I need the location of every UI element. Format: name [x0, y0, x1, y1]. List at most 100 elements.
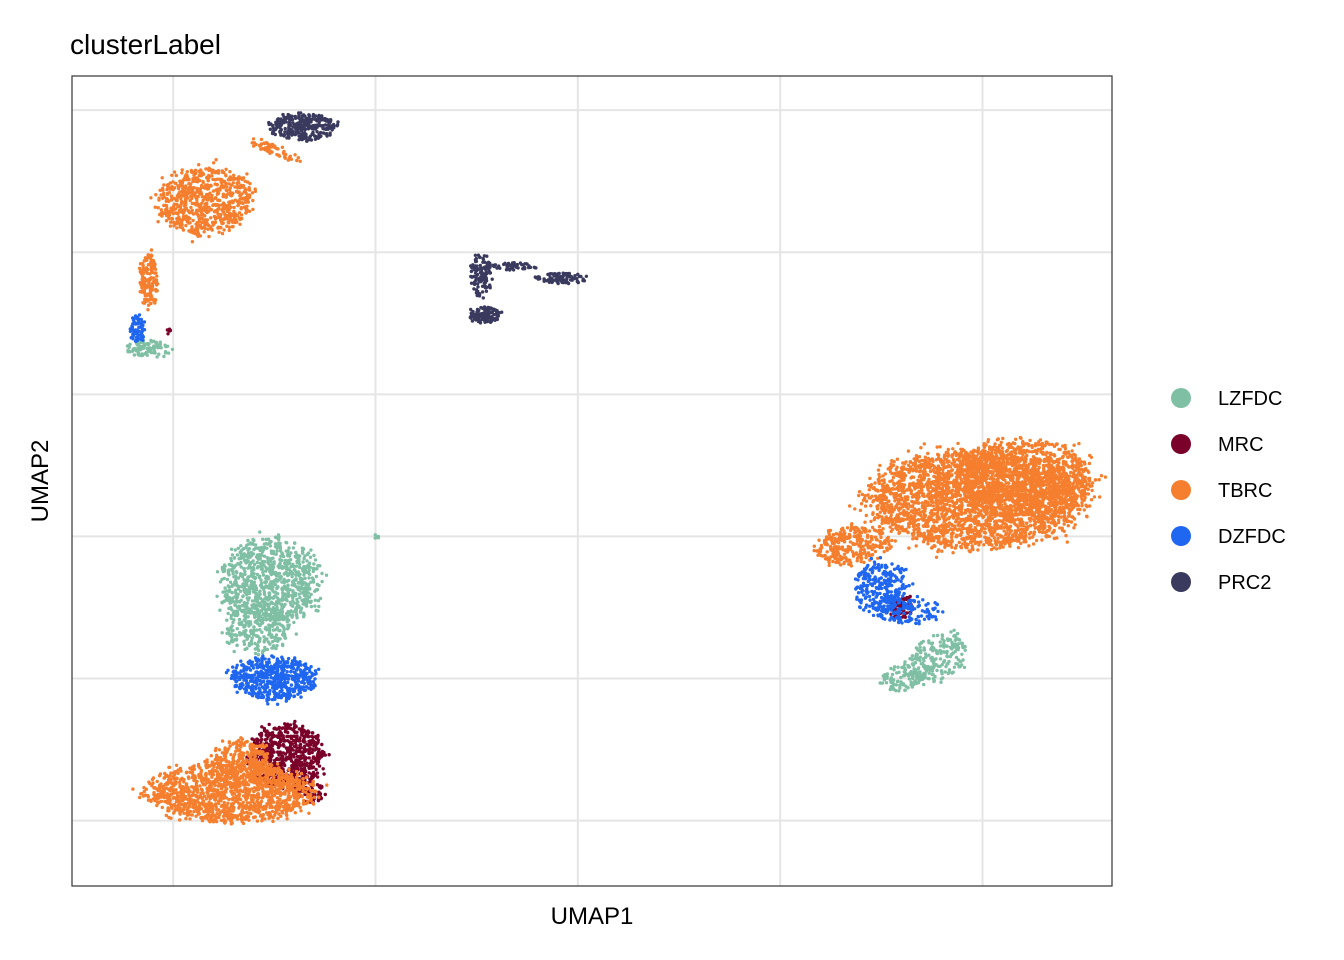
- point-lzfdc: [276, 544, 281, 548]
- point-tbrc: [268, 762, 272, 767]
- point-mrc: [273, 758, 277, 763]
- point-tbrc: [226, 747, 231, 751]
- point-tbrc: [195, 794, 200, 798]
- point-tbrc: [234, 218, 238, 222]
- point-tbrc: [182, 778, 186, 782]
- point-lzfdc: [274, 573, 279, 577]
- point-tbrc: [140, 286, 144, 290]
- point-lzfdc: [144, 350, 149, 354]
- point-lzfdc: [252, 625, 256, 629]
- point-tbrc: [211, 189, 216, 193]
- point-lzfdc: [940, 650, 945, 654]
- point-tbrc: [181, 209, 185, 214]
- point-mrc: [316, 760, 321, 764]
- point-lzfdc: [226, 569, 230, 574]
- gridlines: [72, 76, 1112, 886]
- point-lzfdc: [898, 686, 902, 690]
- point-tbrc: [244, 775, 248, 779]
- point-lzfdc: [226, 611, 230, 616]
- point-lzfdc: [225, 577, 230, 582]
- point-tbrc: [252, 763, 256, 767]
- point-tbrc: [188, 800, 193, 804]
- point-lzfdc: [231, 611, 236, 615]
- point-tbrc: [184, 816, 188, 821]
- point-lzfdc: [281, 614, 286, 619]
- point-tbrc: [238, 217, 242, 222]
- point-lzfdc: [253, 606, 257, 610]
- point-mrc: [308, 746, 312, 751]
- point-mrc: [260, 737, 264, 742]
- point-tbrc: [190, 208, 194, 212]
- point-tbrc: [196, 214, 201, 219]
- point-tbrc: [199, 213, 204, 217]
- point-lzfdc: [246, 620, 251, 624]
- point-lzfdc: [139, 344, 144, 349]
- point-tbrc: [169, 778, 173, 782]
- point-tbrc: [229, 752, 233, 757]
- point-lzfdc: [280, 605, 284, 609]
- point-lzfdc: [223, 567, 227, 572]
- point-lzfdc: [301, 569, 306, 573]
- point-lzfdc: [882, 678, 887, 682]
- point-lzfdc: [284, 615, 288, 619]
- point-mrc: [303, 755, 307, 759]
- point-tbrc: [264, 743, 269, 748]
- point-tbrc: [191, 192, 195, 196]
- point-lzfdc: [239, 551, 243, 556]
- point-tbrc: [295, 800, 299, 804]
- point-mrc: [327, 753, 331, 757]
- point-lzfdc: [283, 602, 287, 607]
- point-lzfdc: [931, 646, 936, 650]
- point-lzfdc: [952, 634, 956, 638]
- point-tbrc: [161, 188, 165, 192]
- point-lzfdc: [162, 354, 166, 359]
- point-lzfdc: [922, 682, 926, 687]
- point-tbrc: [213, 802, 218, 807]
- point-lzfdc: [294, 564, 298, 568]
- point-tbrc: [210, 760, 214, 764]
- point-lzfdc: [295, 613, 299, 618]
- point-mrc: [302, 737, 306, 741]
- point-tbrc: [187, 805, 191, 809]
- point-lzfdc: [907, 672, 911, 676]
- point-mrc: [287, 746, 291, 750]
- point-lzfdc: [930, 665, 934, 669]
- point-lzfdc: [272, 560, 276, 564]
- point-lzfdc: [127, 345, 131, 349]
- point-lzfdc: [231, 620, 235, 625]
- point-lzfdc: [297, 592, 301, 596]
- point-tbrc: [234, 746, 239, 750]
- point-lzfdc: [916, 667, 920, 671]
- point-lzfdc: [243, 614, 248, 618]
- point-lzfdc: [962, 665, 967, 670]
- point-tbrc: [241, 753, 245, 758]
- point-tbrc: [295, 158, 299, 163]
- point-tbrc: [191, 177, 195, 181]
- point-tbrc: [277, 780, 281, 784]
- point-lzfdc: [892, 668, 896, 672]
- point-tbrc: [138, 795, 142, 800]
- point-lzfdc: [263, 580, 267, 585]
- point-lzfdc: [132, 353, 137, 357]
- point-tbrc: [250, 191, 255, 195]
- point-lzfdc: [252, 562, 257, 567]
- point-tbrc: [165, 191, 170, 196]
- point-tbrc: [155, 779, 159, 784]
- point-tbrc: [214, 158, 218, 162]
- point-lzfdc: [295, 597, 299, 602]
- point-tbrc: [220, 751, 225, 755]
- point-lzfdc: [289, 565, 293, 569]
- point-lzfdc: [902, 666, 906, 670]
- point-tbrc: [217, 801, 221, 806]
- point-lzfdc: [262, 542, 266, 546]
- point-lzfdc: [264, 569, 268, 573]
- point-tbrc: [165, 796, 169, 800]
- point-tbrc: [149, 196, 153, 200]
- point-tbrc: [250, 141, 254, 145]
- point-tbrc: [168, 224, 173, 228]
- point-tbrc: [162, 787, 167, 792]
- point-tbrc: [259, 744, 264, 749]
- point-lzfdc: [304, 603, 308, 607]
- point-tbrc: [290, 784, 295, 788]
- point-tbrc: [280, 811, 285, 815]
